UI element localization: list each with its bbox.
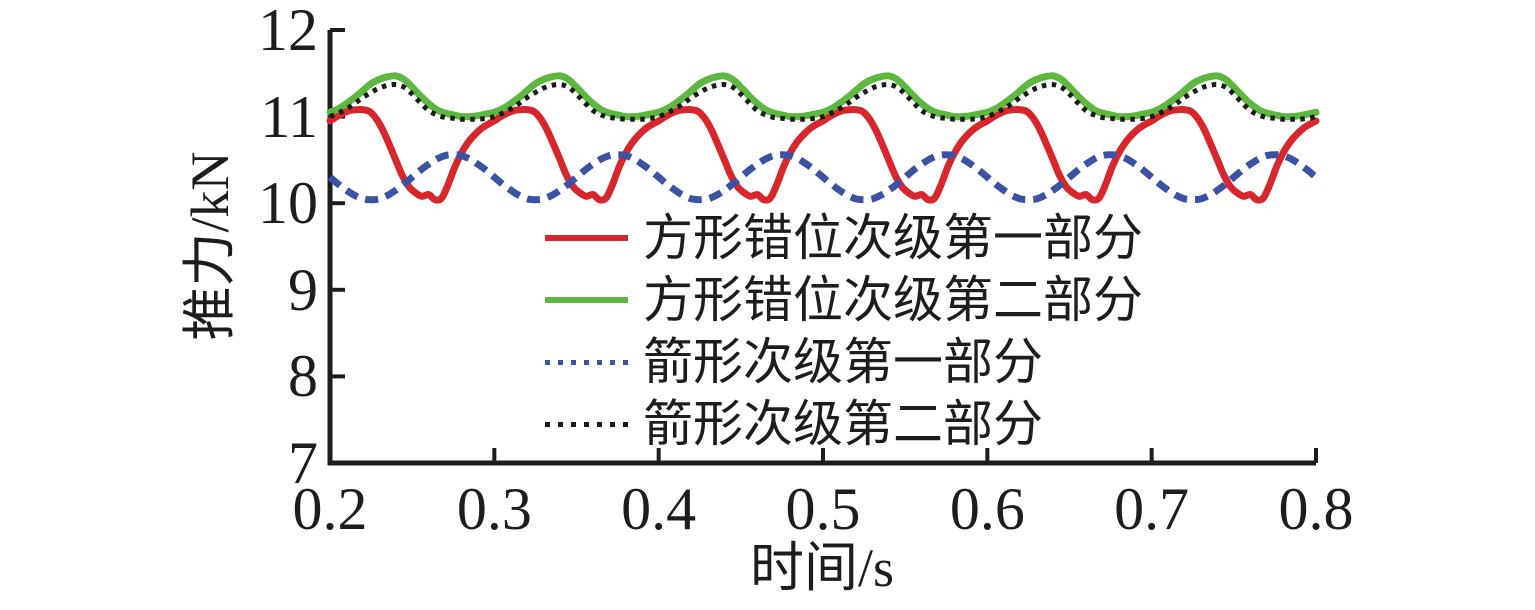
series-curve-1 — [326, 72, 1320, 121]
legend-line-black-dotted — [545, 421, 628, 427]
x-axis-title: 时间/s — [749, 538, 895, 598]
legend-item-square-offset-part2: 方形错位次级第二部分 — [545, 269, 1143, 331]
legend-item-square-offset-part1: 方形错位次级第一部分 — [545, 207, 1143, 269]
y-tick-label: 8 — [288, 343, 318, 410]
legend-item-arrow-part2: 箭形次级第二部分 — [545, 393, 1143, 455]
y-tick-label: 11 — [260, 83, 318, 150]
legend-line-blue-dotted — [545, 359, 628, 365]
x-tick-label: 0.8 — [1278, 476, 1354, 542]
y-axis-title: 推力/kN — [180, 151, 240, 341]
legend-label-arrow-part1: 箭形次级第一部分 — [643, 334, 1043, 390]
x-tick-label: 0.4 — [621, 476, 697, 542]
legend: 方形错位次级第一部分 方形错位次级第二部分 箭形次级第一部分 箭形次级第二部分 — [545, 207, 1143, 455]
legend-item-arrow-part1: 箭形次级第一部分 — [545, 331, 1143, 393]
x-tick-label: 0.5 — [785, 476, 861, 542]
x-tick-label: 0.3 — [456, 476, 532, 542]
series-curve-0 — [326, 106, 1320, 204]
legend-label-arrow-part2: 箭形次级第二部分 — [643, 396, 1043, 452]
series-curve-3 — [329, 82, 1317, 122]
legend-line-green-solid — [545, 297, 628, 303]
x-tick-label: 0.6 — [949, 476, 1025, 542]
y-tick-label: 7 — [288, 430, 318, 496]
series-curve-2 — [327, 151, 1319, 204]
x-tick-label: 0.2 — [292, 476, 368, 542]
legend-label-square-offset-part1: 方形错位次级第一部分 — [643, 210, 1143, 266]
x-tick-label: 0.7 — [1114, 476, 1190, 542]
legend-line-red-solid — [545, 235, 628, 241]
legend-label-square-offset-part2: 方形错位次级第二部分 — [643, 272, 1143, 328]
y-tick-label: 10 — [258, 170, 318, 237]
y-tick-label: 12 — [258, 0, 318, 63]
y-tick-label: 9 — [288, 256, 318, 323]
